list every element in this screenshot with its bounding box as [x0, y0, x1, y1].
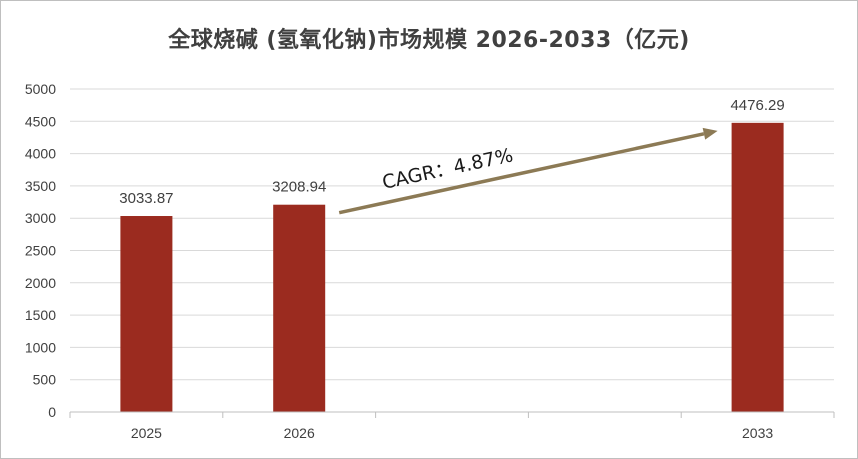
y-tick-label: 5000	[25, 81, 56, 97]
bar-2025	[120, 216, 173, 412]
y-tick-label: 500	[33, 372, 57, 388]
x-axis-ticks: 2025 2026 2033	[69, 412, 835, 441]
y-tick-label: 4000	[25, 146, 56, 162]
y-tick-label: 0	[48, 404, 56, 420]
bars	[120, 122, 784, 412]
cagr-arrow-head	[702, 127, 718, 140]
y-tick-label: 2500	[25, 243, 56, 259]
cagr-arrow-line	[338, 132, 705, 215]
y-tick-label: 3500	[25, 178, 56, 194]
chart-title: 全球烧碱 (氢氧化钠)市场规模 2026-2033（亿元)	[168, 28, 690, 53]
x-tick-label: 2026	[284, 425, 315, 441]
data-label-2026: 3208.94	[272, 179, 326, 196]
cagr-label: CAGR：4.87%	[380, 144, 515, 194]
data-label-2033: 4476.29	[730, 97, 784, 114]
y-axis-ticks: 0 500 1000 1500 2000 2500 3000 3500 4000 4500 5000	[25, 81, 56, 420]
data-label-2025: 3033.87	[119, 190, 173, 207]
bar-2026	[273, 204, 326, 412]
y-tick-label: 4500	[25, 113, 56, 129]
x-tick-label: 2025	[131, 425, 162, 441]
y-tick-label: 1500	[25, 307, 56, 323]
bar-2033	[731, 122, 784, 412]
cagr-annotation: CAGR：4.87%	[338, 127, 718, 215]
y-tick-label: 1000	[25, 339, 56, 355]
y-tick-label: 2000	[25, 275, 56, 291]
gridlines	[70, 88, 834, 381]
y-tick-label: 3000	[25, 210, 56, 226]
x-tick-label: 2033	[742, 425, 773, 441]
data-labels: 3033.87 3208.94 4476.29	[119, 97, 784, 207]
